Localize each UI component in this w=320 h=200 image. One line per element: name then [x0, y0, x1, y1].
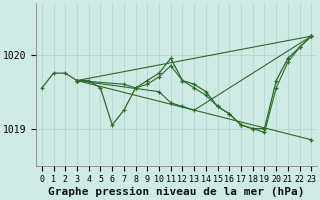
- X-axis label: Graphe pression niveau de la mer (hPa): Graphe pression niveau de la mer (hPa): [48, 187, 305, 197]
